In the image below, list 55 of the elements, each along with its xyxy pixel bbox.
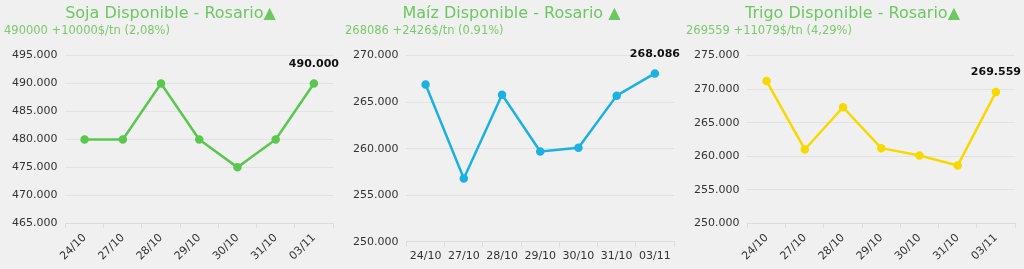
x-tick-label: 27/10: [447, 249, 480, 263]
chart-title: Maíz Disponible - Rosario ▲: [401, 3, 622, 23]
y-tick-label: 480.000: [11, 132, 58, 146]
point: [233, 163, 242, 172]
point: [271, 135, 280, 144]
data-label: 490.000: [288, 56, 340, 70]
x-tick-label: 29/10: [524, 249, 557, 263]
y-tick-label: 490.000: [11, 76, 58, 90]
point: [876, 143, 886, 153]
point: [574, 143, 583, 153]
y-tick-label: 475.000: [11, 160, 58, 174]
data-label: 268.086: [629, 46, 681, 60]
y-tick-label: 265.000: [693, 115, 740, 129]
point: [612, 91, 621, 100]
y-tick-label: 260.000: [352, 141, 399, 155]
point: [991, 87, 1001, 97]
y-tick-label: 255.000: [693, 182, 740, 196]
point: [800, 145, 810, 154]
chart-title: Trigo Disponible - Rosario▲: [744, 3, 961, 23]
point: [118, 135, 128, 144]
point: [80, 135, 89, 144]
y-tick-label: 270.000: [693, 81, 740, 95]
point: [762, 76, 771, 86]
y-tick-label: 495.000: [11, 48, 58, 62]
point: [535, 147, 545, 156]
y-tick-label: 270.000: [352, 48, 399, 62]
point: [497, 90, 507, 99]
y-tick-label: 275.000: [693, 48, 740, 62]
y-tick-label: 250.000: [693, 216, 740, 230]
point: [459, 174, 469, 183]
x-tick-label: 24/10: [409, 249, 442, 263]
y-tick-label: 265.000: [352, 95, 399, 109]
y-tick-label: 255.000: [352, 188, 399, 202]
x-tick-label: 28/10: [486, 249, 518, 263]
point: [953, 161, 962, 170]
x-tick-label: 30/10: [562, 249, 595, 263]
point: [838, 102, 848, 112]
point: [421, 80, 430, 89]
point: [156, 79, 166, 88]
y-tick-label: 470.000: [11, 188, 58, 202]
y-tick-label: 250.000: [352, 234, 399, 248]
point: [309, 79, 319, 88]
point: [650, 69, 660, 78]
y-tick-label: 260.000: [693, 149, 740, 163]
chart-title: Soja Disponible - Rosario▲: [64, 3, 277, 23]
chart-subtitle: 269559 +11079$/tn (4,29%): [686, 23, 853, 39]
data-label: 269.559: [970, 65, 1021, 79]
x-tick-label: 03/11: [639, 249, 671, 263]
point: [194, 135, 204, 144]
x-tick-label: 31/10: [600, 249, 633, 263]
chart-subtitle: 268086 +2426$/tn (0.91%): [345, 23, 505, 39]
chart-subtitle: 490000 +10000$/tn (2,08%): [4, 23, 171, 39]
y-tick-label: 485.000: [11, 104, 58, 118]
point: [915, 151, 924, 160]
y-tick-label: 465.000: [11, 216, 58, 230]
